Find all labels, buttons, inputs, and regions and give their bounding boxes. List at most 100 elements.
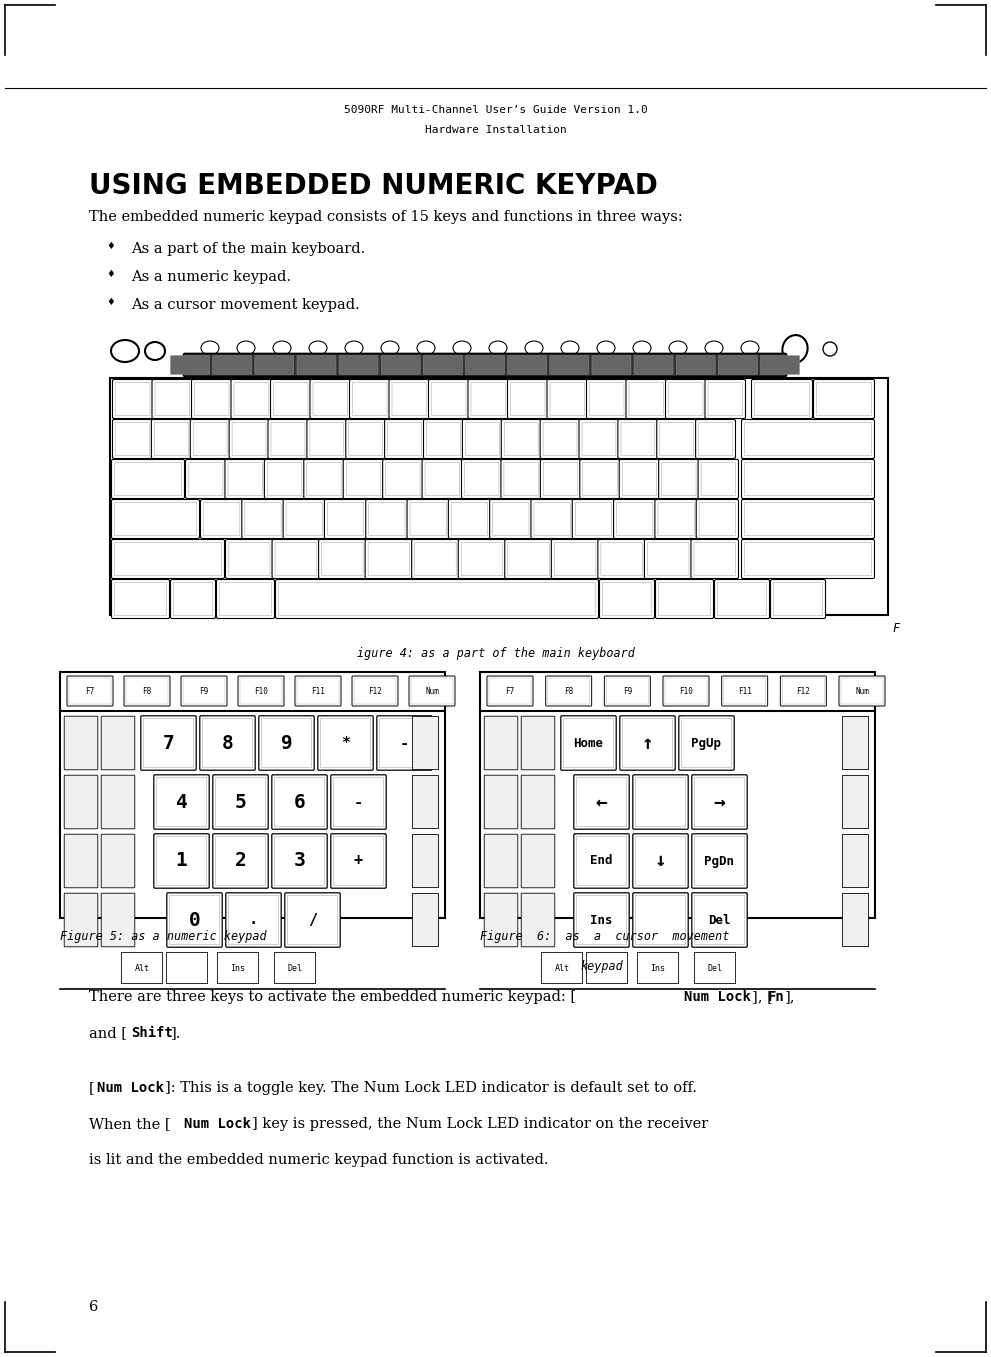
FancyBboxPatch shape — [259, 715, 314, 771]
Text: ] key is pressed, the Num Lock LED indicator on the receiver: ] key is pressed, the Num Lock LED indic… — [252, 1117, 709, 1130]
FancyBboxPatch shape — [385, 463, 420, 495]
Text: →: → — [714, 792, 725, 811]
FancyBboxPatch shape — [64, 835, 98, 887]
FancyBboxPatch shape — [741, 540, 874, 578]
FancyBboxPatch shape — [637, 953, 679, 984]
FancyBboxPatch shape — [760, 356, 800, 375]
FancyBboxPatch shape — [115, 502, 196, 536]
FancyBboxPatch shape — [215, 836, 266, 886]
FancyBboxPatch shape — [634, 356, 673, 375]
FancyBboxPatch shape — [307, 419, 347, 459]
Text: Figure  6:  as  a  cursor  movement: Figure 6: as a cursor movement — [480, 930, 729, 943]
FancyBboxPatch shape — [64, 716, 98, 769]
FancyBboxPatch shape — [606, 678, 648, 704]
FancyBboxPatch shape — [226, 540, 274, 578]
FancyBboxPatch shape — [286, 502, 322, 536]
FancyBboxPatch shape — [183, 678, 225, 704]
FancyBboxPatch shape — [382, 356, 420, 375]
FancyBboxPatch shape — [629, 383, 664, 415]
FancyBboxPatch shape — [619, 715, 675, 771]
Text: The embedded numeric keypad consists of 15 keys and functions in three ways:: The embedded numeric keypad consists of … — [89, 210, 683, 224]
FancyBboxPatch shape — [500, 460, 541, 498]
FancyBboxPatch shape — [284, 893, 340, 947]
FancyBboxPatch shape — [409, 676, 455, 706]
Text: F12: F12 — [368, 687, 382, 696]
FancyBboxPatch shape — [215, 778, 266, 826]
Ellipse shape — [741, 341, 759, 356]
FancyBboxPatch shape — [283, 499, 325, 539]
FancyBboxPatch shape — [310, 380, 351, 418]
FancyBboxPatch shape — [715, 579, 769, 619]
FancyBboxPatch shape — [754, 383, 810, 415]
FancyBboxPatch shape — [380, 718, 430, 768]
FancyBboxPatch shape — [304, 460, 344, 498]
FancyBboxPatch shape — [354, 678, 396, 704]
FancyBboxPatch shape — [582, 422, 615, 456]
FancyBboxPatch shape — [411, 540, 459, 578]
FancyBboxPatch shape — [635, 836, 686, 886]
FancyBboxPatch shape — [346, 419, 385, 459]
FancyBboxPatch shape — [695, 896, 744, 944]
FancyBboxPatch shape — [278, 582, 596, 616]
FancyBboxPatch shape — [543, 463, 578, 495]
FancyBboxPatch shape — [466, 356, 504, 375]
FancyBboxPatch shape — [691, 540, 738, 578]
Text: Ins: Ins — [591, 913, 612, 927]
FancyBboxPatch shape — [577, 836, 626, 886]
FancyBboxPatch shape — [166, 893, 222, 947]
FancyBboxPatch shape — [682, 718, 731, 768]
FancyBboxPatch shape — [229, 543, 270, 575]
FancyBboxPatch shape — [575, 502, 611, 536]
FancyBboxPatch shape — [561, 715, 616, 771]
FancyBboxPatch shape — [255, 356, 293, 375]
FancyBboxPatch shape — [265, 460, 305, 498]
FancyBboxPatch shape — [144, 718, 193, 768]
FancyBboxPatch shape — [613, 499, 656, 539]
FancyBboxPatch shape — [698, 460, 738, 498]
FancyBboxPatch shape — [213, 833, 269, 889]
Ellipse shape — [669, 341, 687, 356]
FancyBboxPatch shape — [274, 383, 308, 415]
FancyBboxPatch shape — [507, 380, 548, 418]
FancyBboxPatch shape — [663, 676, 709, 706]
FancyBboxPatch shape — [695, 836, 744, 886]
FancyBboxPatch shape — [422, 460, 463, 498]
Text: igure 4: as a part of the main keyboard: igure 4: as a part of the main keyboard — [357, 647, 634, 660]
FancyBboxPatch shape — [154, 833, 209, 889]
Text: -: - — [400, 735, 409, 750]
FancyBboxPatch shape — [521, 775, 555, 829]
Text: There are three keys to activate the embedded numeric keypad: [: There are three keys to activate the emb… — [89, 991, 576, 1004]
FancyBboxPatch shape — [320, 718, 371, 768]
FancyBboxPatch shape — [368, 543, 409, 575]
FancyBboxPatch shape — [699, 422, 732, 456]
FancyBboxPatch shape — [155, 422, 188, 456]
FancyBboxPatch shape — [271, 422, 305, 456]
FancyBboxPatch shape — [635, 778, 686, 826]
FancyBboxPatch shape — [213, 356, 252, 375]
FancyBboxPatch shape — [751, 380, 813, 418]
Text: Del: Del — [287, 963, 302, 973]
Text: ],: ], — [785, 991, 796, 1004]
FancyBboxPatch shape — [695, 953, 735, 984]
Text: 5090RF Multi-Channel User’s Guide Version 1.0: 5090RF Multi-Channel User’s Guide Versio… — [344, 104, 647, 115]
FancyBboxPatch shape — [541, 953, 583, 984]
FancyBboxPatch shape — [231, 380, 272, 418]
FancyBboxPatch shape — [349, 422, 383, 456]
FancyBboxPatch shape — [662, 463, 696, 495]
FancyBboxPatch shape — [202, 718, 253, 768]
FancyBboxPatch shape — [679, 715, 734, 771]
Ellipse shape — [633, 341, 651, 356]
FancyBboxPatch shape — [543, 422, 577, 456]
Text: F10: F10 — [254, 687, 268, 696]
FancyBboxPatch shape — [154, 775, 209, 829]
Text: ↑: ↑ — [641, 734, 653, 753]
FancyBboxPatch shape — [487, 676, 533, 706]
FancyBboxPatch shape — [122, 953, 163, 984]
FancyBboxPatch shape — [275, 836, 325, 886]
Ellipse shape — [782, 335, 808, 362]
FancyBboxPatch shape — [411, 678, 453, 704]
FancyBboxPatch shape — [770, 579, 826, 619]
FancyBboxPatch shape — [431, 383, 466, 415]
FancyBboxPatch shape — [587, 953, 627, 984]
FancyBboxPatch shape — [116, 422, 150, 456]
